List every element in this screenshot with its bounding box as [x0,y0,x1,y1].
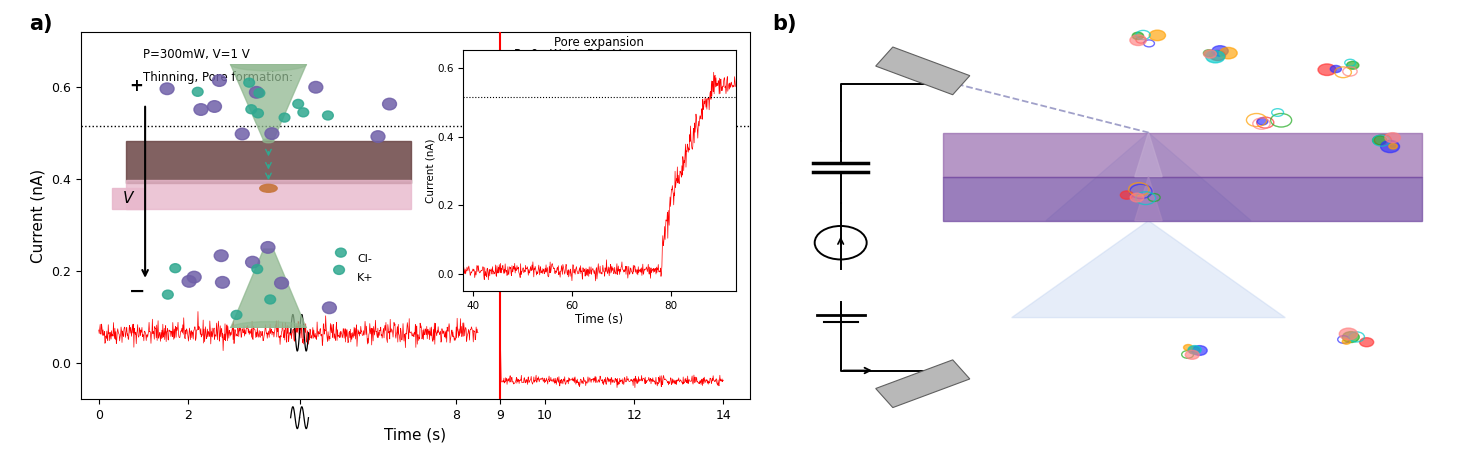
Circle shape [1189,346,1202,354]
Circle shape [1359,338,1374,347]
Circle shape [194,104,207,115]
Text: +: + [129,77,143,95]
Polygon shape [1134,133,1162,177]
Circle shape [254,89,265,97]
Circle shape [299,108,309,117]
Circle shape [1149,30,1165,41]
Polygon shape [875,360,969,408]
Circle shape [1192,346,1208,355]
Text: a): a) [29,14,53,34]
Text: Thinning, Pore formation:: Thinning, Pore formation: [143,71,293,84]
Circle shape [1209,50,1225,61]
Title: Pore expansion: Pore expansion [555,36,644,49]
Circle shape [246,257,259,268]
Circle shape [252,264,263,274]
Polygon shape [943,133,1422,177]
Polygon shape [1046,133,1250,221]
Circle shape [1219,47,1237,59]
Text: Cl-: Cl- [357,254,372,264]
Circle shape [1384,133,1400,143]
Polygon shape [875,47,969,95]
Circle shape [1130,35,1146,45]
Circle shape [1343,332,1359,342]
Circle shape [1346,62,1359,69]
Circle shape [1189,347,1200,354]
Circle shape [335,248,346,257]
Circle shape [1258,118,1268,125]
Bar [127,180,410,209]
Circle shape [215,250,228,262]
Circle shape [1330,66,1342,73]
Circle shape [216,276,229,288]
Circle shape [162,290,174,299]
Circle shape [275,277,288,289]
Ellipse shape [231,58,306,71]
Circle shape [1203,50,1217,58]
Circle shape [265,128,279,140]
Circle shape [1372,136,1387,145]
Circle shape [235,128,249,140]
Circle shape [382,98,397,110]
Ellipse shape [231,322,306,335]
Circle shape [253,109,263,118]
Circle shape [212,75,227,86]
Circle shape [187,271,202,283]
Circle shape [1206,50,1225,63]
Circle shape [1186,350,1199,359]
Circle shape [1212,46,1228,56]
Circle shape [246,105,256,114]
Circle shape [371,131,385,142]
Circle shape [334,265,344,274]
Circle shape [1133,32,1143,39]
Ellipse shape [260,185,277,192]
Circle shape [1389,144,1397,149]
Circle shape [309,81,322,93]
X-axis label: Time (s): Time (s) [575,313,624,325]
Y-axis label: Current (nA): Current (nA) [31,168,46,263]
Text: −: − [129,281,146,301]
Polygon shape [1012,221,1286,318]
Circle shape [207,101,222,112]
Text: P=0mW, V=50mV: P=0mW, V=50mV [513,48,621,61]
Ellipse shape [263,139,274,143]
Text: V: V [122,191,132,207]
Circle shape [160,83,174,95]
Polygon shape [1134,177,1162,221]
Y-axis label: Current (nA): Current (nA) [425,139,435,203]
Circle shape [169,263,181,273]
Circle shape [265,295,275,304]
Bar [112,188,144,209]
Text: K+: K+ [357,273,374,283]
Circle shape [279,113,290,122]
Circle shape [193,87,203,96]
Circle shape [322,111,334,120]
Circle shape [244,78,254,87]
Circle shape [231,310,241,319]
Circle shape [1203,50,1214,57]
Circle shape [1342,339,1350,344]
Polygon shape [231,64,306,141]
Bar [127,141,410,183]
Circle shape [1381,140,1399,153]
Polygon shape [943,177,1422,221]
Polygon shape [231,249,306,328]
Circle shape [250,87,263,98]
Circle shape [293,100,303,108]
Circle shape [182,275,196,287]
Circle shape [1130,193,1144,202]
Circle shape [1121,191,1133,199]
Text: b): b) [772,14,797,34]
Circle shape [1318,64,1336,75]
Text: P=300mW, V=1 V: P=300mW, V=1 V [143,48,250,61]
Circle shape [260,241,275,253]
Circle shape [1339,328,1358,340]
Circle shape [1184,345,1193,351]
Circle shape [322,302,337,313]
X-axis label: Time (s): Time (s) [384,428,447,442]
